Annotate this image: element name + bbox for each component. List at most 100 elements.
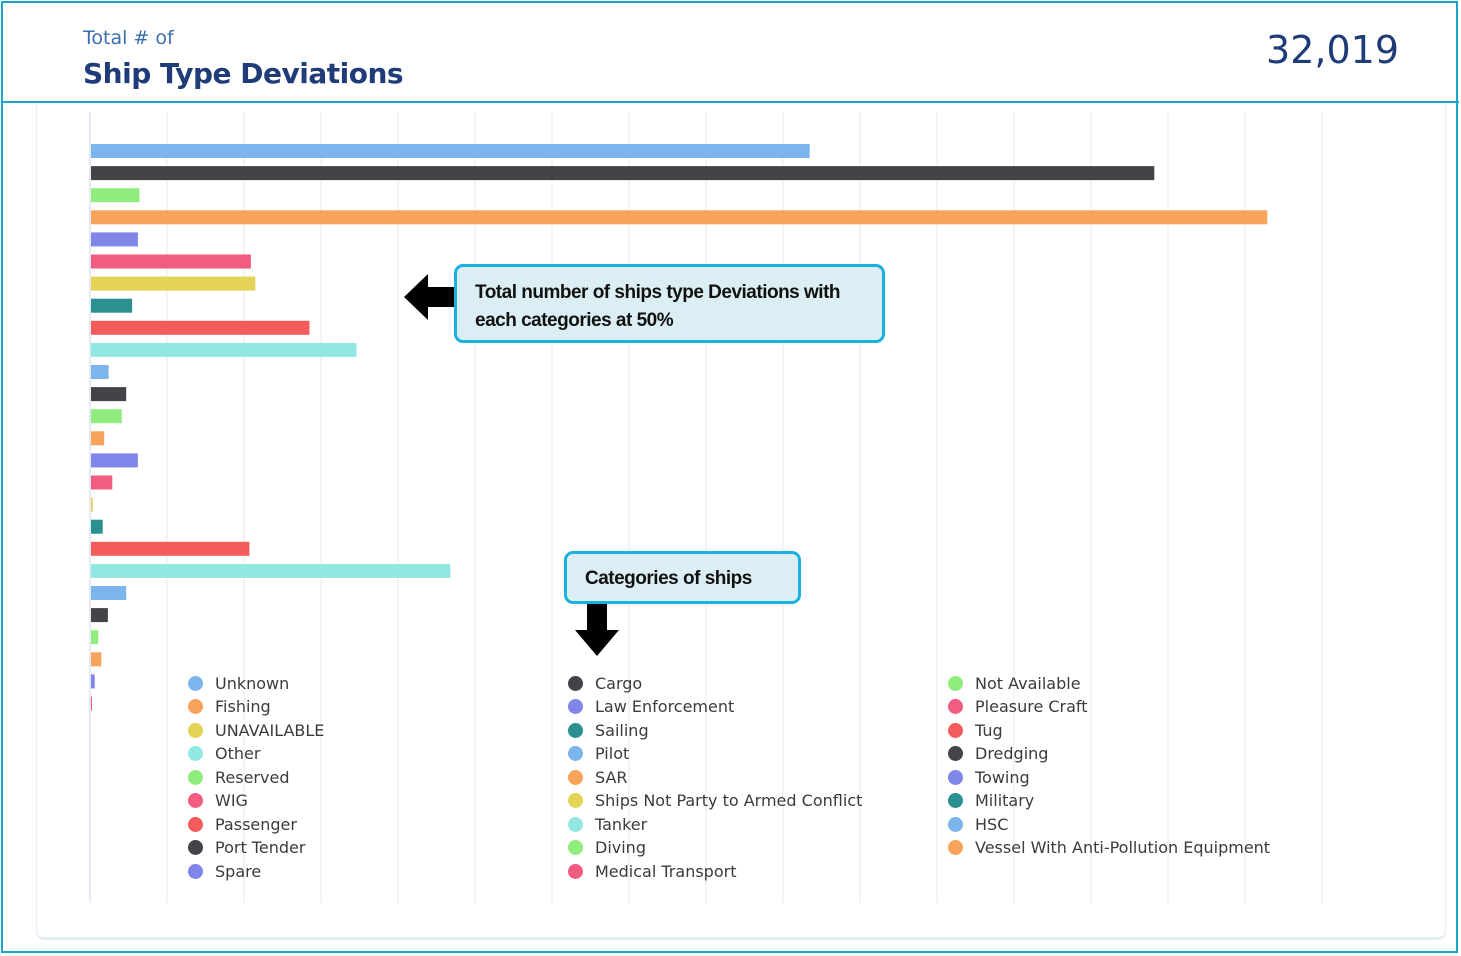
down-arrow-icon (575, 604, 619, 656)
card-subtitle: Total # of (83, 27, 174, 49)
bar-reserved[interactable] (91, 409, 122, 424)
legend-marker-icon (568, 840, 583, 855)
legend-item[interactable]: Not Available (948, 672, 1081, 694)
legend-item[interactable]: Tug (948, 719, 1003, 741)
bar-pilot[interactable] (91, 365, 109, 379)
legend-marker-icon (188, 769, 203, 785)
legend-item[interactable]: Vessel With Anti-Pollution Equipment (948, 837, 1270, 859)
legend-item[interactable]: Diving (568, 837, 646, 859)
bar-military[interactable] (91, 519, 103, 534)
total-count: 32,019 (1266, 28, 1399, 72)
legend-label: WIG (215, 791, 248, 810)
legend-marker-icon (568, 699, 583, 714)
legend-marker-icon (568, 769, 583, 785)
legend-label: Medical Transport (595, 861, 737, 881)
legend-item[interactable]: WIG (188, 790, 248, 812)
legend-item[interactable]: Medical Transport (568, 860, 736, 882)
legend-marker-icon (568, 863, 583, 879)
legend-label: Unknown (215, 673, 290, 693)
legend-marker-icon (948, 816, 963, 832)
legend-item[interactable]: HSC (948, 813, 1008, 835)
legend-marker-icon (188, 746, 203, 761)
legend-marker-icon (568, 793, 583, 808)
bar-passenger[interactable] (91, 541, 250, 556)
legend-item[interactable]: Dredging (948, 743, 1048, 765)
bar-medical-transport[interactable] (91, 696, 92, 711)
legend-label: HSC (975, 814, 1009, 834)
legend-item[interactable]: Other (188, 743, 260, 765)
legend-label: Reserved (215, 767, 290, 787)
legend-label: Passenger (215, 814, 297, 834)
legend-marker-icon (948, 699, 963, 714)
bar-unknown[interactable] (91, 144, 810, 158)
legend-item[interactable]: Fishing (188, 696, 271, 718)
bar-not-available[interactable] (91, 188, 140, 203)
bar-ships-not-party-to-armed-conflict[interactable] (91, 497, 93, 512)
chart-bars (91, 144, 1268, 711)
bar-other[interactable] (91, 342, 357, 357)
bar-sar[interactable] (91, 431, 105, 446)
legend-marker-icon (188, 675, 203, 691)
legend-item[interactable]: Reserved (188, 766, 289, 788)
legend-label: Other (215, 744, 261, 763)
bar-pleasure-craft[interactable] (91, 254, 251, 269)
legend-item[interactable]: Ships Not Party to Armed Conflict (568, 790, 862, 812)
legend-label: Port Tender (215, 838, 306, 857)
legend-item[interactable]: Tanker (568, 813, 647, 835)
legend-item[interactable]: Towing (948, 766, 1030, 788)
legend-marker-icon (188, 793, 203, 808)
legend-marker-icon (188, 863, 203, 879)
legend-item[interactable]: Pilot (568, 743, 629, 765)
legend-marker-icon (568, 746, 583, 761)
legend-label: Dredging (975, 744, 1049, 763)
bar-sailing[interactable] (91, 298, 133, 313)
chart-card (36, 104, 1446, 940)
bar-law-enforcement[interactable] (91, 232, 138, 247)
bar-towing[interactable] (91, 453, 138, 468)
legend-item[interactable]: Passenger (188, 813, 297, 835)
legend-marker-icon (948, 769, 963, 785)
legend-marker-icon (568, 816, 583, 832)
bar-fishing[interactable] (91, 210, 1268, 225)
legend-callout: Categories of ships (564, 551, 801, 604)
legend-item[interactable]: Sailing (568, 719, 649, 741)
legend-item[interactable]: Spare (188, 860, 261, 882)
legend-item[interactable]: Pleasure Craft (948, 696, 1088, 718)
header-divider (1, 101, 1459, 103)
legend-label: Spare (215, 861, 262, 881)
bar-spare[interactable] (91, 674, 95, 689)
legend-marker-icon (948, 840, 963, 855)
bar-diving[interactable] (91, 630, 99, 645)
legend-item[interactable]: Unknown (188, 672, 289, 694)
bar-unavailable[interactable] (91, 276, 256, 291)
legend-label: Ships Not Party to Armed Conflict (595, 791, 863, 810)
bar-tanker[interactable] (91, 563, 451, 578)
bar-tug[interactable] (91, 320, 310, 335)
bar-wig[interactable] (91, 475, 113, 490)
legend-label: Tanker (595, 814, 648, 834)
legend-label: Fishing (215, 697, 271, 716)
left-arrow-icon (404, 274, 458, 320)
legend-label: Diving (595, 838, 646, 857)
legend-item[interactable]: Port Tender (188, 837, 305, 859)
legend-marker-icon (568, 675, 583, 691)
bar-cargo[interactable] (91, 166, 1155, 181)
legend-item[interactable]: Cargo (568, 672, 642, 694)
legend-item[interactable]: UNAVAILABLE (188, 719, 324, 741)
legend-marker-icon (188, 840, 203, 855)
legend-marker-icon (188, 722, 203, 738)
legend-item[interactable]: Law Enforcement (568, 696, 734, 718)
legend-label: SAR (595, 767, 628, 787)
bar-port-tender[interactable] (91, 608, 108, 623)
legend-label: Pilot (595, 744, 630, 763)
bar-vessel-with-anti-pollution-equipment[interactable] (91, 652, 102, 667)
legend-label: UNAVAILABLE (215, 720, 325, 740)
bar-dredging[interactable] (91, 387, 127, 402)
bar-hsc[interactable] (91, 586, 127, 600)
legend-label: Cargo (595, 673, 643, 693)
legend-item[interactable]: SAR (568, 766, 628, 788)
legend-item[interactable]: Military (948, 790, 1034, 812)
